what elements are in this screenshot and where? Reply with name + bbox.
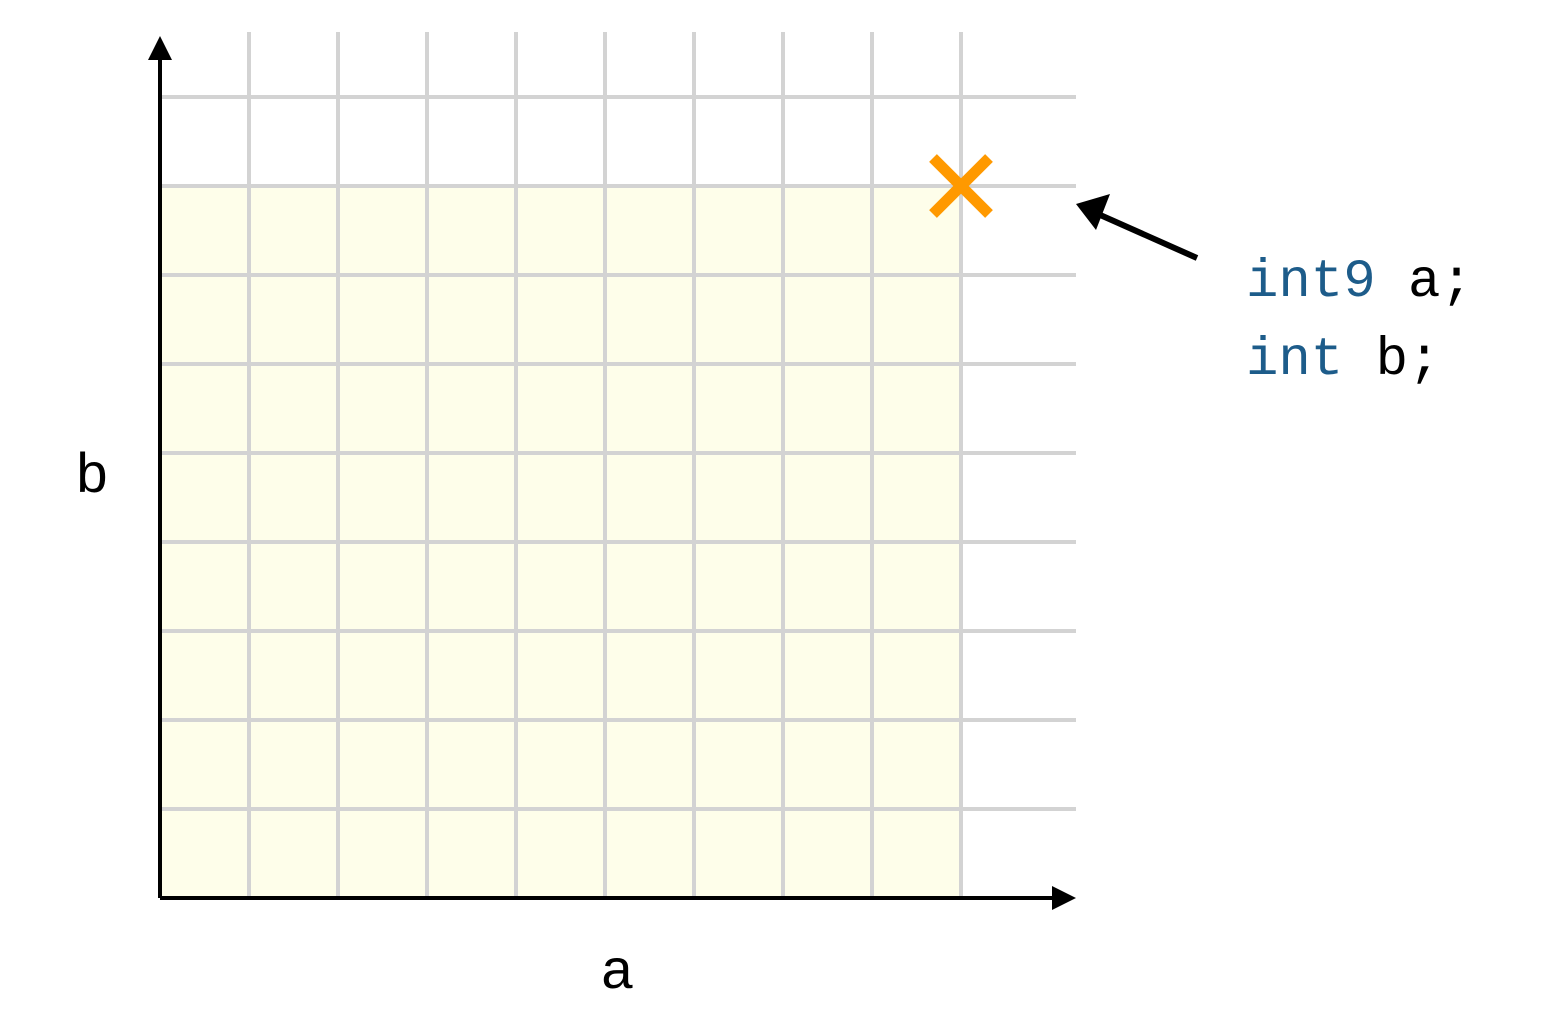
x-axis-label: a (601, 937, 633, 1000)
x-axis-arrowhead (1052, 886, 1076, 910)
axes (148, 36, 1076, 910)
code-line-1-rest: a; (1376, 252, 1473, 313)
y-axis-label: b (76, 441, 107, 504)
grid-lines (160, 32, 1076, 898)
y-axis-arrowhead (148, 36, 172, 60)
code-line-1: int9 a; (1246, 252, 1473, 313)
code-line-2-keyword: int (1246, 330, 1343, 391)
code-line-2: int b; (1246, 330, 1440, 391)
cross-marker (929, 154, 993, 218)
code-line-2-rest: b; (1343, 330, 1440, 391)
cross-marker-stroke-2 (929, 154, 993, 218)
code-line-1-keyword: int9 (1246, 252, 1376, 313)
callout-arrow (1076, 194, 1199, 261)
